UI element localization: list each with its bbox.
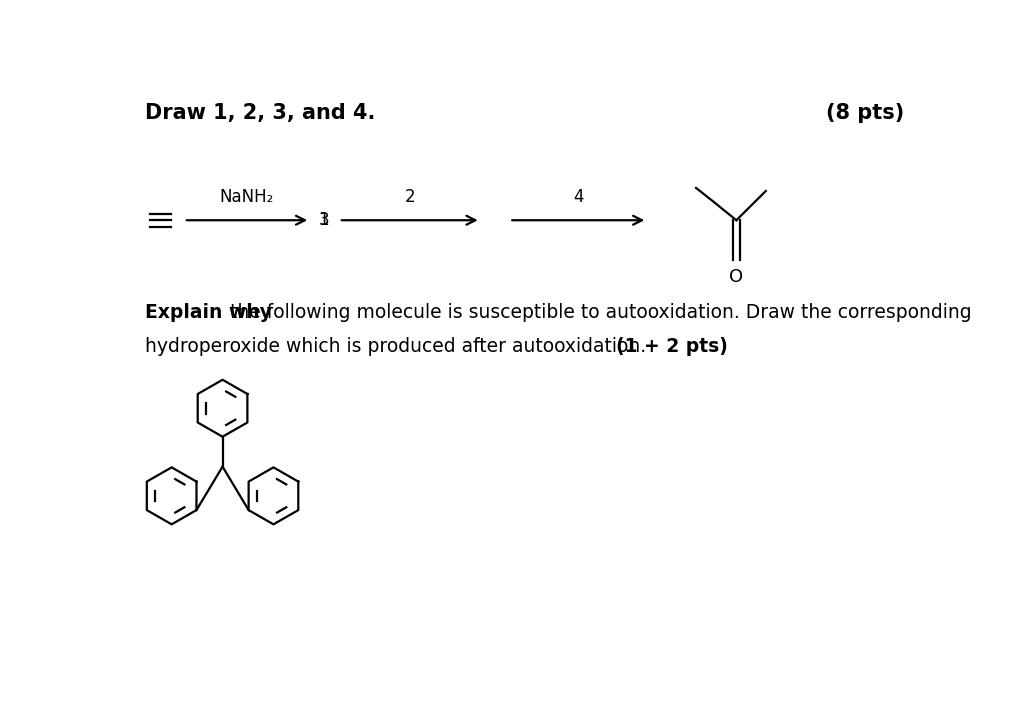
Text: (8 pts): (8 pts) <box>826 103 904 124</box>
Text: 1: 1 <box>317 211 329 229</box>
Text: 2: 2 <box>404 189 415 206</box>
Text: hydroperoxide which is produced after autooxidation.: hydroperoxide which is produced after au… <box>145 337 646 357</box>
Text: Explain why: Explain why <box>145 304 272 323</box>
Text: the following molecule is susceptible to autooxidation. Draw the corresponding: the following molecule is susceptible to… <box>224 304 972 323</box>
Text: 4: 4 <box>573 189 584 206</box>
Text: (1 + 2 pts): (1 + 2 pts) <box>616 337 728 357</box>
Text: NaNH₂: NaNH₂ <box>220 189 274 206</box>
Text: O: O <box>729 268 743 286</box>
Text: 3: 3 <box>318 211 330 229</box>
Text: Draw 1, 2, 3, and 4.: Draw 1, 2, 3, and 4. <box>145 103 376 124</box>
